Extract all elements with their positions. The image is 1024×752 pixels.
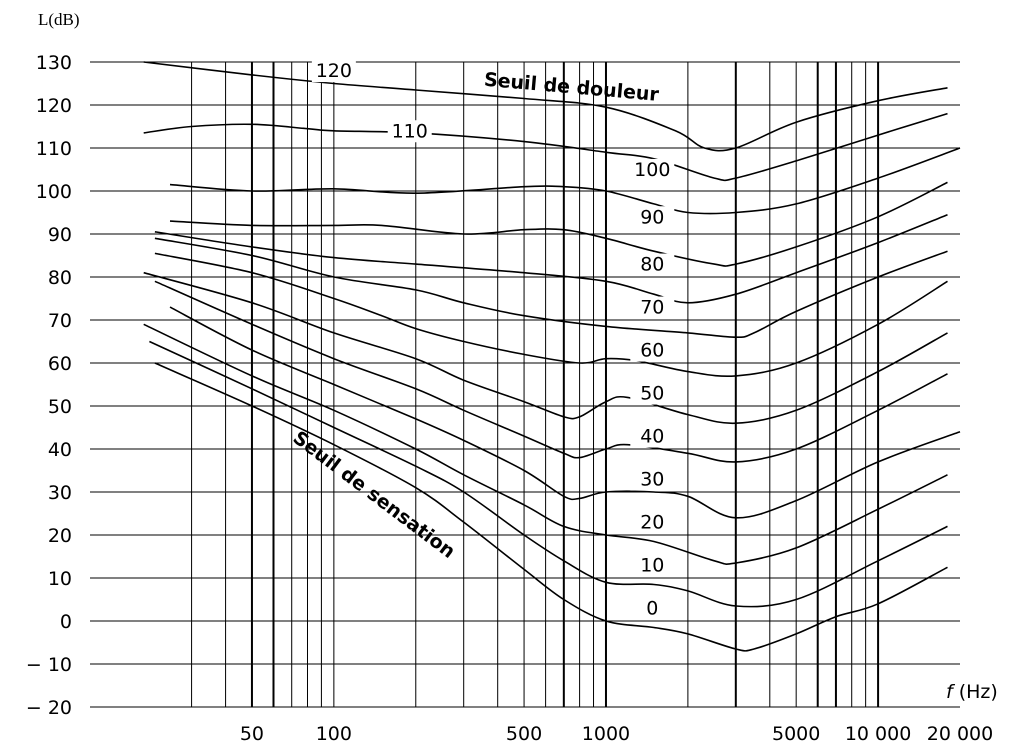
curve-label: 20: [640, 512, 664, 534]
curve-30-phon: [169, 306, 961, 519]
y-tick-label: 130: [36, 52, 72, 74]
curve-100-phon: [169, 147, 961, 215]
curve-label-bg: [630, 468, 675, 491]
threshold-annotation: Seuil de douleur: [483, 69, 660, 106]
y-axis-label: L(dB): [38, 10, 80, 29]
y-tick-label: 40: [48, 439, 72, 461]
curve-label: 70: [640, 297, 664, 319]
y-tick-label: 70: [48, 310, 72, 332]
x-tick-label: 10 000: [845, 723, 911, 745]
y-tick-label: 90: [48, 224, 72, 246]
curve-0-phon: [154, 362, 948, 652]
x-tick-label: 500: [506, 723, 542, 745]
threshold-annotation: Seuil de sensation: [289, 427, 459, 563]
curve-label: 110: [392, 120, 428, 142]
curve-label-bg: [311, 60, 356, 83]
threshold-annotations: Seuil de douleur Seuil de sensation: [289, 69, 661, 563]
curve-label-bg: [630, 425, 675, 448]
curve-label-bg: [630, 339, 675, 362]
curve-label-bg: [630, 511, 675, 534]
y-tick-label: 20: [48, 525, 72, 547]
curve-10-phon: [149, 340, 948, 608]
curve-label: 80: [640, 254, 664, 276]
curve-60-phon: [154, 252, 948, 378]
y-tick-label: 100: [36, 181, 72, 203]
x-axis-symbol: f: [946, 681, 956, 703]
y-tick-label: 120: [36, 95, 72, 117]
curve-label: 40: [640, 426, 664, 448]
y-tick-label: 10: [48, 568, 72, 590]
x-axis-unit: (Hz): [959, 681, 998, 703]
curve-90-phon: [169, 181, 948, 267]
y-tick-label: 110: [36, 138, 72, 160]
curve-label-bg: [630, 253, 675, 276]
curve-label: 0: [646, 598, 658, 620]
curve-label-bg: [387, 120, 432, 143]
curve-label: 50: [640, 383, 664, 405]
horizontal-gridlines: [90, 61, 960, 708]
curve-label-bg: [630, 296, 675, 319]
curve-label: 120: [316, 60, 352, 82]
vertical-gridlines: [191, 62, 880, 707]
curve-label: 30: [640, 469, 664, 491]
y-tick-label: 30: [48, 482, 72, 504]
curve-70-phon: [154, 237, 948, 339]
x-tick-label: 20 000: [927, 723, 993, 745]
curve-label-bg: [630, 158, 675, 181]
curve-label: 60: [640, 340, 664, 362]
curve-80-phon: [154, 213, 948, 304]
x-axis-label: f (Hz): [946, 681, 998, 703]
curve-label: 100: [634, 159, 670, 181]
y-tick-label: 80: [48, 267, 72, 289]
curve-120-phon: [143, 61, 948, 152]
curve-label-bg: [630, 382, 675, 405]
x-tick-label: 100: [316, 723, 352, 745]
y-tick-label: 50: [48, 396, 72, 418]
loudness-curves: [143, 61, 961, 652]
x-tick-labels: 50 100 500 1000 5000 10 000 20 000: [240, 723, 993, 745]
x-tick-label: 50: [240, 723, 264, 745]
curve-110-phon: [143, 112, 948, 182]
curve-50-phon: [143, 271, 948, 425]
curve-40-phon: [154, 280, 948, 463]
curve-label-bg: [630, 554, 675, 577]
curve-label: 90: [640, 206, 664, 228]
curve-label-bg: [630, 597, 675, 620]
y-tick-label: 60: [48, 353, 72, 375]
y-tick-label: 0: [60, 611, 72, 633]
x-tick-label: 1000: [582, 723, 630, 745]
curve-label-bg: [630, 206, 675, 229]
curve-label: 10: [640, 555, 664, 577]
x-tick-label: 5000: [772, 723, 820, 745]
y-tick-label: − 20: [26, 697, 72, 719]
curve-20-phon: [143, 323, 948, 565]
y-tick-label: − 10: [26, 654, 72, 676]
